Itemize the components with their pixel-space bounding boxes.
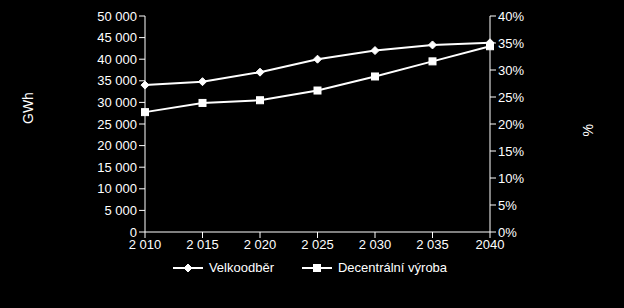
svg-text:25 000: 25 000 bbox=[97, 117, 137, 132]
svg-text:2 030: 2 030 bbox=[359, 237, 392, 252]
svg-text:10%: 10% bbox=[498, 171, 524, 186]
svg-text:50 000: 50 000 bbox=[97, 9, 137, 24]
svg-text:0%: 0% bbox=[498, 225, 517, 240]
svg-text:%: % bbox=[580, 124, 596, 136]
svg-text:0: 0 bbox=[130, 225, 137, 240]
svg-text:35%: 35% bbox=[498, 36, 524, 51]
svg-text:15%: 15% bbox=[498, 144, 524, 159]
svg-text:5 000: 5 000 bbox=[104, 203, 137, 218]
html-text:Velkoodběr: Velkoodběr bbox=[208, 260, 274, 275]
svg-text:40%: 40% bbox=[498, 9, 524, 24]
svg-text:30%: 30% bbox=[498, 63, 524, 78]
svg-text:2 035: 2 035 bbox=[416, 237, 449, 252]
svg-text:35 000: 35 000 bbox=[97, 73, 137, 88]
svg-text:45 000: 45 000 bbox=[97, 30, 137, 45]
svg-text:5%: 5% bbox=[498, 198, 517, 213]
svg-text:2 015: 2 015 bbox=[186, 237, 219, 252]
svg-text:2040: 2040 bbox=[475, 237, 505, 253]
svg-text:2 020: 2 020 bbox=[244, 237, 277, 252]
svg-text:40 000: 40 000 bbox=[97, 52, 137, 67]
svg-text:25%: 25% bbox=[498, 90, 524, 105]
svg-text:GWh: GWh bbox=[20, 92, 36, 124]
svg-text:2 010: 2 010 bbox=[128, 237, 162, 253]
html-text:Decentrální výroba: Decentrální výroba bbox=[338, 260, 448, 275]
svg-text:10 000: 10 000 bbox=[97, 181, 137, 196]
svg-text:15 000: 15 000 bbox=[97, 160, 137, 175]
svg-text:2 025: 2 025 bbox=[301, 237, 334, 252]
svg-text:30 000: 30 000 bbox=[97, 95, 137, 110]
svg-text:20 000: 20 000 bbox=[97, 138, 137, 153]
svg-text:20%: 20% bbox=[498, 117, 524, 132]
